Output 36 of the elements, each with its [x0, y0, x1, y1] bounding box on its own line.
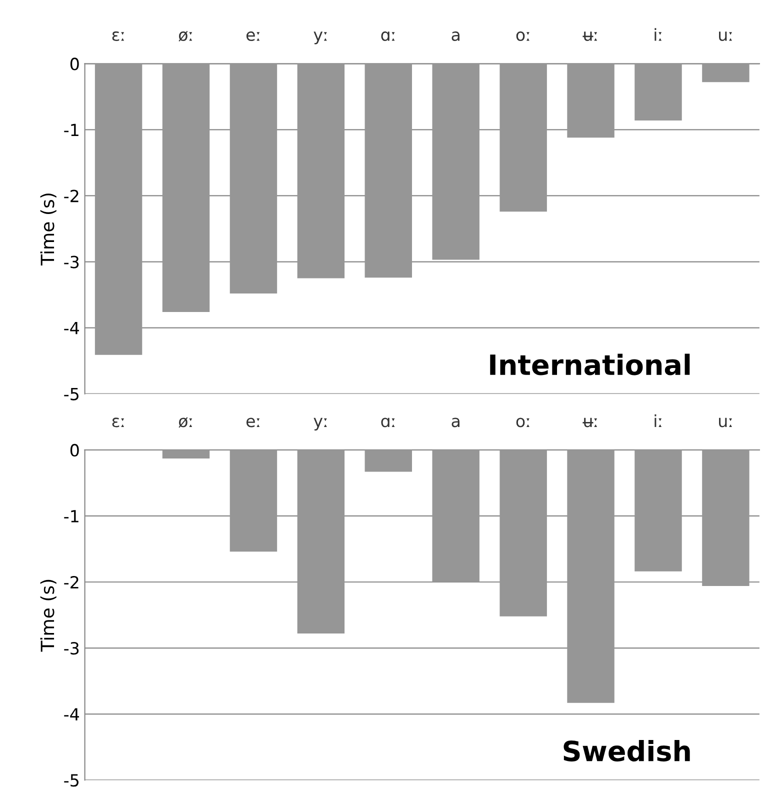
y-tick-label: -4	[64, 322, 80, 334]
x-tick-label: a	[452, 418, 460, 428]
x-tick-label: uː	[719, 31, 732, 42]
x-tick-label: oː	[516, 31, 530, 42]
x-tick-label: yː	[314, 32, 327, 44]
y-tick-label: -5	[64, 774, 78, 787]
y-tick-label: 0	[70, 58, 79, 70]
x-tick-label: iː	[654, 414, 662, 428]
x-tick-label: ɑː	[381, 31, 395, 42]
y-tick-label: 0	[70, 444, 79, 457]
y-tick-label: -1	[64, 510, 78, 522]
y-tick-label: -5	[64, 388, 78, 400]
x-tick-label: ɑː	[381, 418, 395, 428]
x-tick-label: ɛː	[112, 418, 124, 428]
y-tick-label: -2	[64, 576, 78, 588]
x-tick-label: a	[452, 31, 460, 42]
x-tick-label: eː	[246, 418, 260, 428]
x-tick-label: øː	[178, 417, 192, 428]
x-tick-label: eː	[246, 31, 260, 42]
annotation: International	[490, 354, 690, 376]
x-tick-label: iː	[654, 28, 662, 41]
x-tick-label: yː	[314, 418, 327, 430]
annotation: Swedish	[564, 740, 690, 762]
x-tick-label: uː	[719, 418, 732, 428]
x-tick-label: ɛː	[112, 31, 124, 42]
x-tick-label: ʉː	[582, 32, 598, 42]
y-axis-title: Time (s)	[40, 580, 56, 652]
y-tick-label: -2	[64, 190, 78, 202]
y-axis-title: Time (s)	[40, 194, 56, 266]
x-tick-label: ʉː	[582, 418, 598, 428]
y-tick-label: -4	[64, 708, 80, 720]
y-tick-label: -3	[64, 256, 79, 268]
y-tick-label: -3	[64, 642, 79, 655]
x-tick-label: øː	[178, 30, 192, 42]
x-tick-label: oː	[516, 418, 530, 428]
y-tick-label: -1	[64, 124, 78, 136]
